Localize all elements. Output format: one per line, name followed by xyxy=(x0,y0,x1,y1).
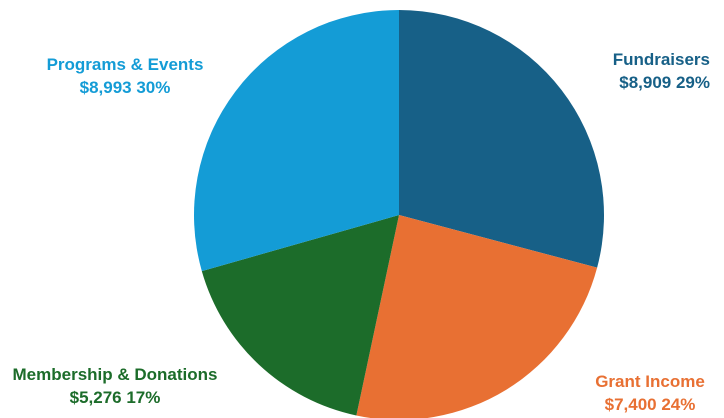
pie-slice-programs-and-events xyxy=(194,10,399,272)
data-label-grant-income: Grant Income $7,400 24% xyxy=(595,372,705,414)
slice-value-label: $8,993 30% xyxy=(80,78,171,97)
slice-value-label: $7,400 24% xyxy=(605,395,696,414)
pie-slice-membership-and-donations xyxy=(201,215,399,416)
slice-category-label: Membership & Donations xyxy=(13,365,218,384)
pie-labels: Fundraisers $8,909 29% Grant Income $7,400 … xyxy=(13,50,710,414)
slice-value-label: $5,276 17% xyxy=(70,388,161,407)
data-label-membership-and-donations: Membership & Donations $5,276 17% xyxy=(13,365,218,407)
data-label-programs-and-events: Programs & Events $8,993 30% xyxy=(47,55,204,97)
pie-slices xyxy=(194,9,605,418)
slice-category-label: Grant Income xyxy=(595,372,705,391)
data-label-fundraisers: Fundraisers $8,909 29% xyxy=(613,50,710,92)
pie-slice-grant-income xyxy=(356,215,598,418)
pie-slice-fundraisers xyxy=(399,9,605,268)
slice-category-label: Programs & Events xyxy=(47,55,204,74)
slice-value-label: $8,909 29% xyxy=(619,73,710,92)
slice-category-label: Fundraisers xyxy=(613,50,710,69)
